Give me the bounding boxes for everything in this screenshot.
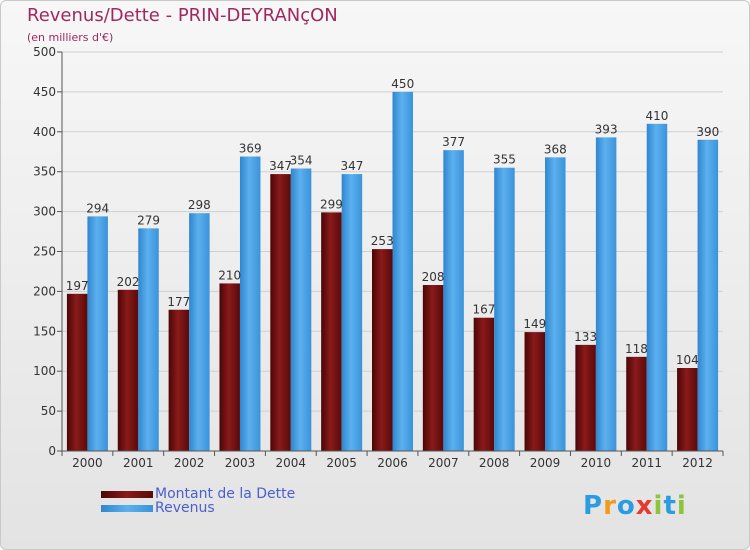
logo-letter: r <box>603 491 617 521</box>
logo-letter: i <box>676 491 687 521</box>
data-label-dette: 208 <box>422 270 445 284</box>
data-label-revenus: 355 <box>493 153 516 167</box>
x-tick-label: 2011 <box>631 456 662 470</box>
chart-legend: Montant de la Dette Revenus <box>101 487 295 515</box>
chart-subtitle: (en milliers d'€) <box>27 31 114 44</box>
bar-revenus <box>545 157 566 451</box>
y-tick-label: 0 <box>48 444 56 458</box>
bar-revenus <box>290 168 312 451</box>
data-label-dette: 104 <box>676 353 699 367</box>
bar-dette <box>219 283 240 451</box>
legend-label-revenus: Revenus <box>155 500 215 516</box>
y-tick-label: 400 <box>33 125 56 139</box>
bar-dette <box>117 289 139 451</box>
bar-dette <box>524 332 546 451</box>
bar-revenus <box>443 150 464 452</box>
y-tick-label: 150 <box>33 324 56 338</box>
legend-item-dette: Montant de la Dette <box>101 487 295 501</box>
y-tick-label: 50 <box>41 404 56 418</box>
data-label-revenus: 294 <box>86 201 109 215</box>
x-tick-label: 2006 <box>377 456 408 470</box>
bar-revenus <box>646 123 668 451</box>
bar-dette <box>321 212 342 451</box>
y-tick-label: 100 <box>33 364 56 378</box>
data-label-dette: 177 <box>167 295 190 309</box>
bar-revenus <box>392 91 413 452</box>
y-tick-label: 450 <box>33 85 56 99</box>
proxiti-logo: Proxiti <box>583 491 687 521</box>
y-tick-label: 200 <box>33 284 56 298</box>
legend-swatch-dette <box>101 490 153 498</box>
bar-revenus <box>595 137 617 452</box>
logo-letter: i <box>653 491 664 521</box>
x-tick-label: 2008 <box>479 456 510 470</box>
chart-title: Revenus/Dette - PRIN-DEYRANçON <box>27 5 338 26</box>
data-label-revenus: 393 <box>595 122 618 136</box>
legend-label-dette: Montant de la Dette <box>155 486 296 502</box>
bar-revenus <box>189 213 210 451</box>
logo-letter: P <box>583 491 604 521</box>
x-tick-label: 2012 <box>682 456 713 470</box>
x-tick-label: 2005 <box>326 456 357 470</box>
data-label-revenus: 354 <box>290 154 313 168</box>
data-label-revenus: 279 <box>137 213 160 227</box>
bar-revenus <box>138 228 159 451</box>
logo-letter: x <box>635 491 654 521</box>
y-tick-label: 300 <box>33 205 56 219</box>
x-tick-label: 2004 <box>276 456 307 470</box>
data-label-revenus: 298 <box>188 198 211 212</box>
logo-letter: o <box>616 491 636 521</box>
bar-dette <box>422 285 444 451</box>
x-tick-label: 2007 <box>428 456 459 470</box>
bar-dette <box>372 249 393 451</box>
bar-dette <box>575 344 596 451</box>
bar-dette <box>168 309 190 451</box>
data-label-dette: 197 <box>66 279 89 293</box>
data-label-revenus: 410 <box>646 109 669 123</box>
legend-item-revenus: Revenus <box>101 501 295 515</box>
y-tick-label: 500 <box>33 45 56 59</box>
data-label-revenus: 369 <box>239 142 262 156</box>
y-tick-label: 350 <box>33 165 56 179</box>
x-tick-label: 2009 <box>530 456 561 470</box>
data-label-dette: 299 <box>320 197 343 211</box>
data-label-dette: 210 <box>218 268 241 282</box>
data-label-dette: 167 <box>472 303 495 317</box>
data-label-revenus: 368 <box>544 142 567 156</box>
data-label-revenus: 390 <box>696 125 719 139</box>
x-tick-label: 2001 <box>123 456 154 470</box>
x-tick-label: 2000 <box>72 456 103 470</box>
logo-letter: t <box>663 491 677 521</box>
x-tick-label: 2002 <box>174 456 205 470</box>
bar-dette <box>626 356 647 451</box>
data-label-revenus: 450 <box>391 77 414 91</box>
bar-revenus <box>239 156 261 451</box>
bar-dette <box>473 317 495 451</box>
data-label-dette: 118 <box>625 342 648 356</box>
y-tick-label: 250 <box>33 245 56 259</box>
data-label-dette: 149 <box>523 317 546 331</box>
legend-swatch-revenus <box>101 504 153 512</box>
x-tick-label: 2010 <box>581 456 612 470</box>
bar-dette <box>66 293 88 451</box>
bar-revenus <box>341 174 363 451</box>
data-label-dette: 202 <box>117 275 140 289</box>
bar-revenus <box>494 167 515 451</box>
bar-revenus <box>87 216 108 451</box>
data-label-dette: 253 <box>371 234 394 248</box>
x-tick-label: 2003 <box>225 456 256 470</box>
data-label-revenus: 347 <box>340 159 363 173</box>
bar-dette <box>270 174 291 451</box>
data-label-dette: 347 <box>269 159 292 173</box>
bar-revenus <box>697 139 719 451</box>
data-label-revenus: 377 <box>442 135 465 149</box>
bar-dette <box>677 368 698 451</box>
data-label-dette: 133 <box>574 330 597 344</box>
